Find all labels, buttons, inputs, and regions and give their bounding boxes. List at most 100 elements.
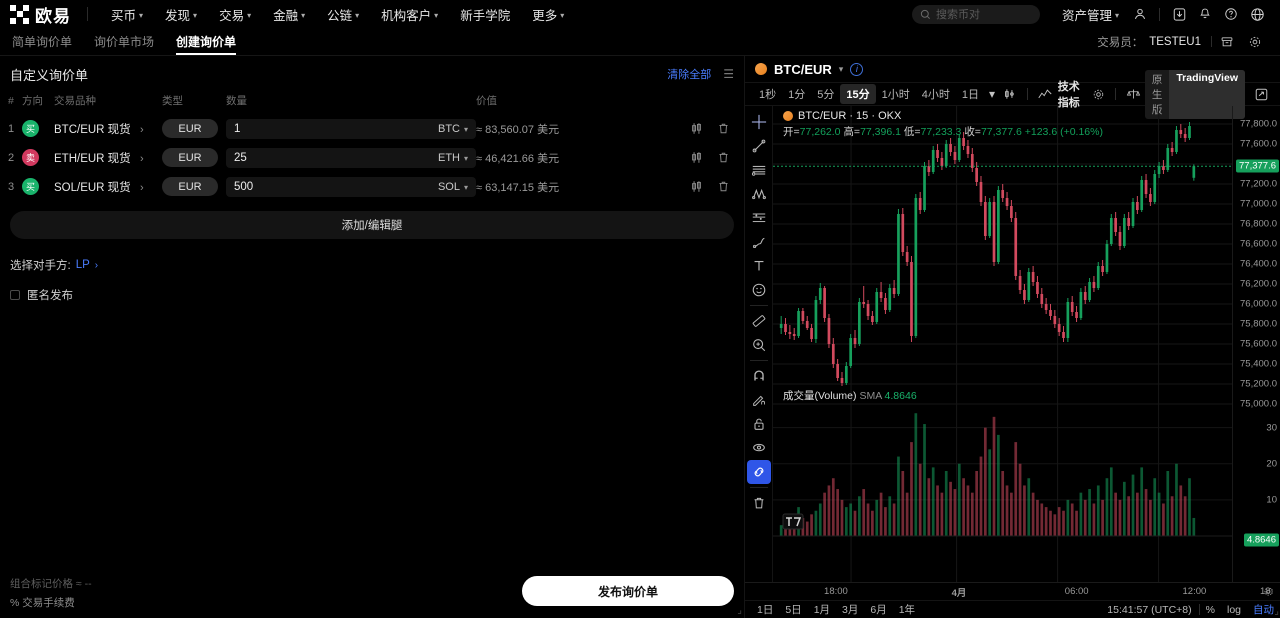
lock-icon[interactable] bbox=[747, 412, 771, 436]
quantity-input[interactable]: 1 BTC ▾ bbox=[226, 118, 476, 139]
nav-item-asset-management[interactable]: 资产管理 ▾ bbox=[1054, 5, 1127, 24]
search-input[interactable]: 搜索币对 bbox=[911, 4, 1040, 24]
counterparty-value[interactable]: LP bbox=[75, 259, 90, 271]
scale-log-button[interactable]: log bbox=[1226, 603, 1241, 616]
chevron-right-icon[interactable]: › bbox=[94, 259, 99, 271]
zoom-in-icon[interactable] bbox=[747, 333, 771, 357]
delete-row-icon[interactable] bbox=[717, 122, 730, 135]
compare-icon[interactable] bbox=[1122, 88, 1145, 100]
range-6mo[interactable]: 6月 bbox=[870, 604, 887, 616]
archive-icon[interactable] bbox=[1214, 29, 1240, 55]
row-symbol-picker[interactable]: › bbox=[140, 172, 162, 201]
timeframe-4h[interactable]: 4小时 bbox=[921, 89, 950, 101]
nav-item-more[interactable]: 更多 ▾ bbox=[521, 5, 575, 24]
resize-corner-icon[interactable]: ⌟ bbox=[737, 605, 742, 616]
fib-retracement-icon[interactable] bbox=[747, 206, 771, 230]
quantity-input[interactable]: 500 SOL ▾ bbox=[226, 176, 476, 197]
timeframe-5m[interactable]: 5分 bbox=[817, 89, 835, 101]
download-icon[interactable] bbox=[1166, 1, 1192, 27]
direction-badge-buy[interactable]: 买 bbox=[22, 178, 39, 195]
direction-badge-sell[interactable]: 卖 bbox=[22, 149, 39, 166]
nav-item-trade[interactable]: 交易 ▾ bbox=[208, 5, 262, 24]
indicators-label[interactable]: 技术指标 bbox=[1057, 81, 1080, 109]
fullscreen-icon[interactable] bbox=[1251, 88, 1272, 101]
scale-percent-button[interactable]: % bbox=[1205, 603, 1215, 616]
type-pill[interactable]: EUR bbox=[162, 148, 218, 167]
crosshair-icon[interactable] bbox=[747, 110, 771, 134]
tab-rfq-market[interactable]: 询价单市场 bbox=[94, 35, 155, 49]
eye-icon[interactable] bbox=[747, 436, 771, 460]
help-icon[interactable] bbox=[1218, 1, 1244, 27]
user-icon[interactable] bbox=[1127, 1, 1153, 27]
quantity-input[interactable]: 25 ETH ▾ bbox=[226, 147, 476, 168]
link-icon[interactable] bbox=[746, 460, 771, 484]
direction-badge-buy[interactable]: 买 bbox=[22, 120, 39, 137]
nav-item-buy-crypto[interactable]: 买币 ▾ bbox=[100, 5, 154, 24]
candlestick-icon[interactable] bbox=[690, 122, 703, 135]
gear-icon[interactable] bbox=[1088, 88, 1109, 101]
drawing-mode-icon[interactable] bbox=[747, 388, 771, 412]
row-actions bbox=[682, 114, 744, 143]
view-mode-native[interactable]: 原生版 bbox=[1151, 73, 1163, 116]
unit-selector[interactable]: SOL ▾ bbox=[438, 181, 468, 193]
chart-pair-name[interactable]: BTC/EUR bbox=[774, 61, 832, 77]
okx-logo[interactable]: 欧易 bbox=[10, 2, 71, 27]
range-1mo[interactable]: 1月 bbox=[813, 604, 831, 616]
pattern-icon[interactable] bbox=[747, 182, 771, 206]
delete-row-icon[interactable] bbox=[717, 151, 730, 164]
chevron-down-icon[interactable]: ▾ bbox=[838, 63, 844, 74]
text-icon[interactable] bbox=[747, 254, 771, 278]
scale-auto-button[interactable]: 自动 bbox=[1253, 604, 1274, 616]
gear-icon[interactable] bbox=[1242, 29, 1268, 55]
emoji-icon[interactable] bbox=[747, 278, 771, 302]
magnet-icon[interactable] bbox=[747, 364, 771, 388]
unit-selector[interactable]: ETH ▾ bbox=[438, 152, 468, 164]
candle-type-icon[interactable] bbox=[999, 88, 1021, 100]
range-5d[interactable]: 5日 bbox=[785, 604, 802, 616]
horizontal-lines-icon[interactable] bbox=[747, 158, 771, 182]
nav-item-academy[interactable]: 新手学院 bbox=[449, 5, 521, 24]
range-1d[interactable]: 1日 bbox=[757, 604, 774, 616]
type-pill[interactable]: EUR bbox=[162, 177, 218, 196]
tab-create-rfq[interactable]: 创建询价单 bbox=[176, 28, 237, 56]
price-axis[interactable]: 77,800.077,600.077,400.077,200.077,000.0… bbox=[1232, 106, 1280, 582]
time-axis[interactable]: 18:00 4月 06:00 12:00 18: bbox=[745, 582, 1280, 600]
drag-handle-icon[interactable]: ☰ bbox=[723, 67, 734, 81]
range-1y[interactable]: 1年 bbox=[898, 604, 916, 616]
clear-all-button[interactable]: 清除全部 bbox=[667, 69, 712, 81]
timeframe-1m[interactable]: 1分 bbox=[788, 89, 806, 101]
nav-item-institutional[interactable]: 机构客户 ▾ bbox=[370, 5, 449, 24]
resize-corner-icon[interactable]: ⌟ bbox=[1274, 606, 1279, 617]
bell-icon[interactable] bbox=[1192, 1, 1218, 27]
chevron-down-icon[interactable]: ▾ bbox=[989, 87, 996, 101]
timeframe-1d[interactable]: 1日 bbox=[961, 89, 979, 101]
globe-icon[interactable] bbox=[1244, 1, 1270, 27]
row-symbol-picker[interactable]: › bbox=[140, 143, 162, 172]
trash-icon[interactable] bbox=[747, 491, 771, 515]
tab-simple-rfq[interactable]: 简单询价单 bbox=[12, 35, 73, 49]
candlestick-icon[interactable] bbox=[690, 151, 703, 164]
type-pill[interactable]: EUR bbox=[162, 119, 218, 138]
add-edit-leg-button[interactable]: 添加/编辑腿 bbox=[10, 211, 734, 239]
timeframe-15m[interactable]: 15分 bbox=[840, 84, 876, 104]
info-icon[interactable]: i bbox=[850, 62, 864, 76]
range-3mo[interactable]: 3月 bbox=[842, 604, 859, 616]
ruler-icon[interactable] bbox=[747, 309, 771, 333]
unit-selector[interactable]: BTC ▾ bbox=[438, 123, 468, 135]
row-symbol-picker[interactable]: › bbox=[140, 114, 162, 143]
delete-row-icon[interactable] bbox=[717, 180, 730, 193]
candlestick-icon[interactable] bbox=[690, 180, 703, 193]
publish-rfq-button[interactable]: 发布询价单 bbox=[522, 576, 734, 606]
chart-canvas[interactable]: BTC/EUR · 15 · OKX 开=77,262.0 高=77,396.1… bbox=[773, 106, 1232, 582]
nav-item-discover[interactable]: 发现 ▾ bbox=[154, 5, 208, 24]
timeframe-1s[interactable]: 1秒 bbox=[759, 89, 777, 101]
timeframe-1h[interactable]: 1小时 bbox=[881, 89, 910, 101]
chart-panel: BTC/EUR ▾ i 1秒 1分 5分 15分 1小时 4小时 1日 ▾ bbox=[745, 56, 1280, 618]
brush-icon[interactable] bbox=[747, 230, 771, 254]
nav-item-finance[interactable]: 金融 ▾ bbox=[262, 5, 316, 24]
axis-settings-icon[interactable] bbox=[1263, 586, 1274, 597]
trend-line-icon[interactable] bbox=[747, 134, 771, 158]
indicators-icon[interactable] bbox=[1034, 88, 1056, 100]
anonymous-checkbox[interactable] bbox=[10, 290, 20, 300]
nav-item-chain[interactable]: 公链 ▾ bbox=[316, 5, 370, 24]
